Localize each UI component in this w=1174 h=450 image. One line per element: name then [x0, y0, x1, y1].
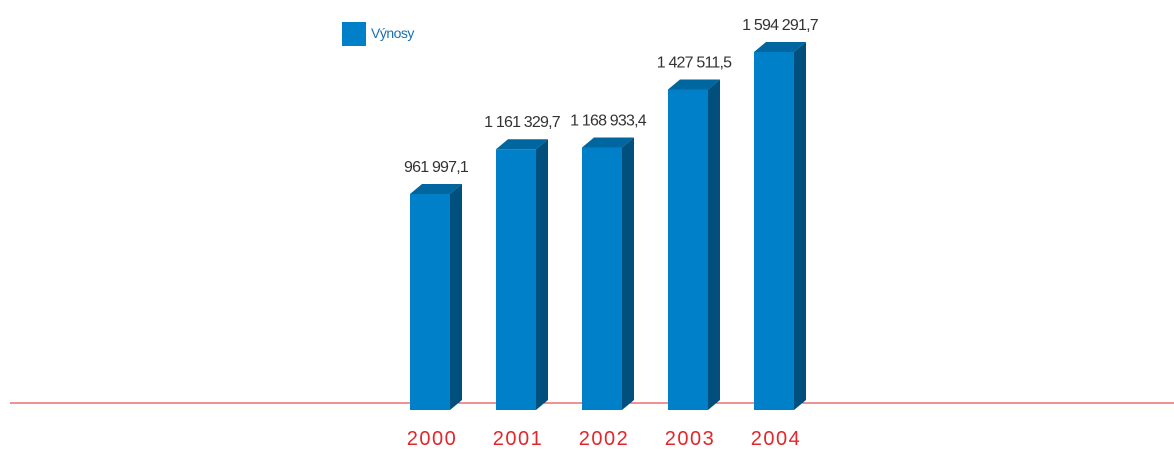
- legend-label: Výnosy: [371, 25, 414, 41]
- x-tick-label: 2000: [407, 428, 458, 450]
- bar-top: [410, 183, 462, 194]
- value-label: 1 161 329,7: [484, 114, 561, 131]
- bar-side: [536, 139, 548, 410]
- value-label: 961 997,1: [404, 159, 469, 176]
- bar: [582, 137, 634, 410]
- x-tick-label: 2004: [751, 428, 802, 450]
- bar-front: [754, 52, 794, 410]
- value-label: 1 168 933,4: [570, 113, 647, 130]
- x-tick-label: 2002: [579, 428, 630, 450]
- value-label: 1 427 511,5: [657, 54, 732, 71]
- bar-side: [450, 183, 462, 410]
- x-tick-label: 2003: [665, 428, 716, 450]
- bar-side: [708, 79, 720, 410]
- bar-front: [582, 147, 622, 410]
- value-label: 1 594 291,7: [742, 17, 819, 34]
- bar-side: [794, 42, 806, 410]
- bar-side: [622, 137, 634, 410]
- legend-swatch: [342, 22, 366, 46]
- bar-top: [582, 137, 634, 148]
- bar-top: [496, 139, 548, 150]
- bar-front: [668, 89, 708, 410]
- bar: [410, 183, 462, 410]
- bar-front: [496, 149, 536, 410]
- bar-top: [754, 42, 806, 52]
- x-tick-label: 2001: [493, 428, 544, 450]
- bar: [754, 42, 806, 410]
- bar: [668, 79, 720, 410]
- bar-front: [410, 193, 450, 410]
- bar: [496, 139, 548, 410]
- bar-top: [668, 79, 720, 90]
